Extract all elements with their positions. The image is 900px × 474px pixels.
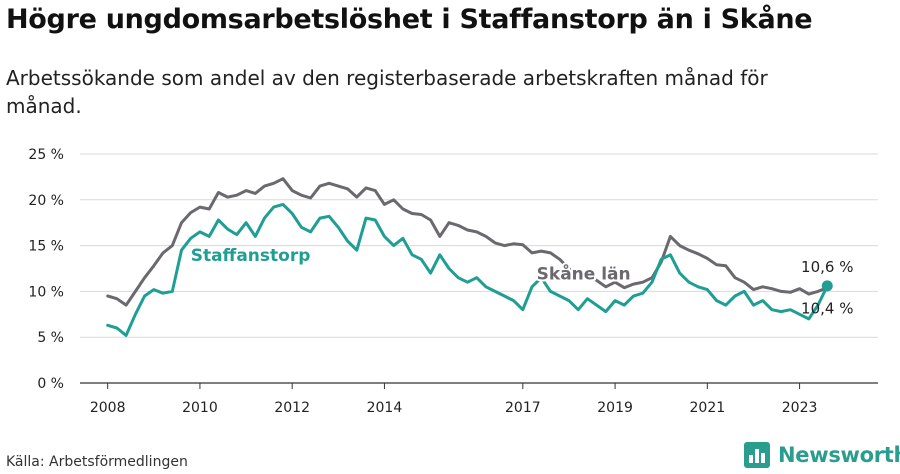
x-tick-label: 2021 bbox=[690, 400, 726, 416]
x-tick-label: 2014 bbox=[367, 400, 403, 416]
y-tick-label: 25 % bbox=[28, 147, 64, 163]
end-point-marker[interactable] bbox=[821, 280, 833, 292]
y-tick-label: 15 % bbox=[28, 239, 64, 255]
series-label-staffanstorp: Staffanstorp bbox=[191, 246, 311, 266]
y-tick-label: 10 % bbox=[28, 284, 64, 300]
x-tick-label: 2019 bbox=[597, 400, 633, 416]
series-label-skane-lan: Skåne län bbox=[537, 262, 631, 284]
x-tick-label: 2023 bbox=[782, 400, 818, 416]
y-tick-label: 20 % bbox=[28, 193, 64, 209]
chart-subtitle: Arbetssökande som andel av den registerb… bbox=[6, 66, 768, 118]
end-value-label-skane-lan: 10,4 % bbox=[801, 299, 853, 317]
x-tick-label: 2008 bbox=[90, 400, 126, 416]
x-tick-label: 2017 bbox=[505, 400, 541, 416]
chart-title: Högre ungdomsarbetslöshet i Staffanstorp… bbox=[6, 4, 813, 35]
brand-name: Newsworthy bbox=[778, 443, 900, 467]
end-value-label-staffanstorp: 10,6 % bbox=[801, 258, 853, 276]
series-lines bbox=[106, 177, 833, 337]
y-axis-ticks: 0 % 5 % 10 % 15 % 20 % 25 % bbox=[28, 147, 64, 392]
x-tick-label: 2012 bbox=[274, 400, 310, 416]
x-tick-label: 2010 bbox=[182, 400, 218, 416]
x-axis: 2008 2010 2012 2014 2017 2019 2021 2023 bbox=[80, 382, 878, 416]
y-tick-label: 0 % bbox=[37, 376, 64, 392]
series-labels: Staffanstorp Skåne län 10,6 % 10,4 % bbox=[191, 246, 854, 317]
series-line-staffanstorp[interactable] bbox=[106, 202, 829, 337]
bar-chart-icon bbox=[744, 442, 770, 468]
source-note: Källa: Arbetsförmedlingen bbox=[6, 454, 188, 470]
brand-logo[interactable]: Newsworthy bbox=[744, 442, 900, 468]
y-tick-label: 5 % bbox=[37, 330, 64, 346]
gridlines bbox=[80, 153, 878, 338]
series-line-skne-ln[interactable] bbox=[106, 177, 829, 307]
